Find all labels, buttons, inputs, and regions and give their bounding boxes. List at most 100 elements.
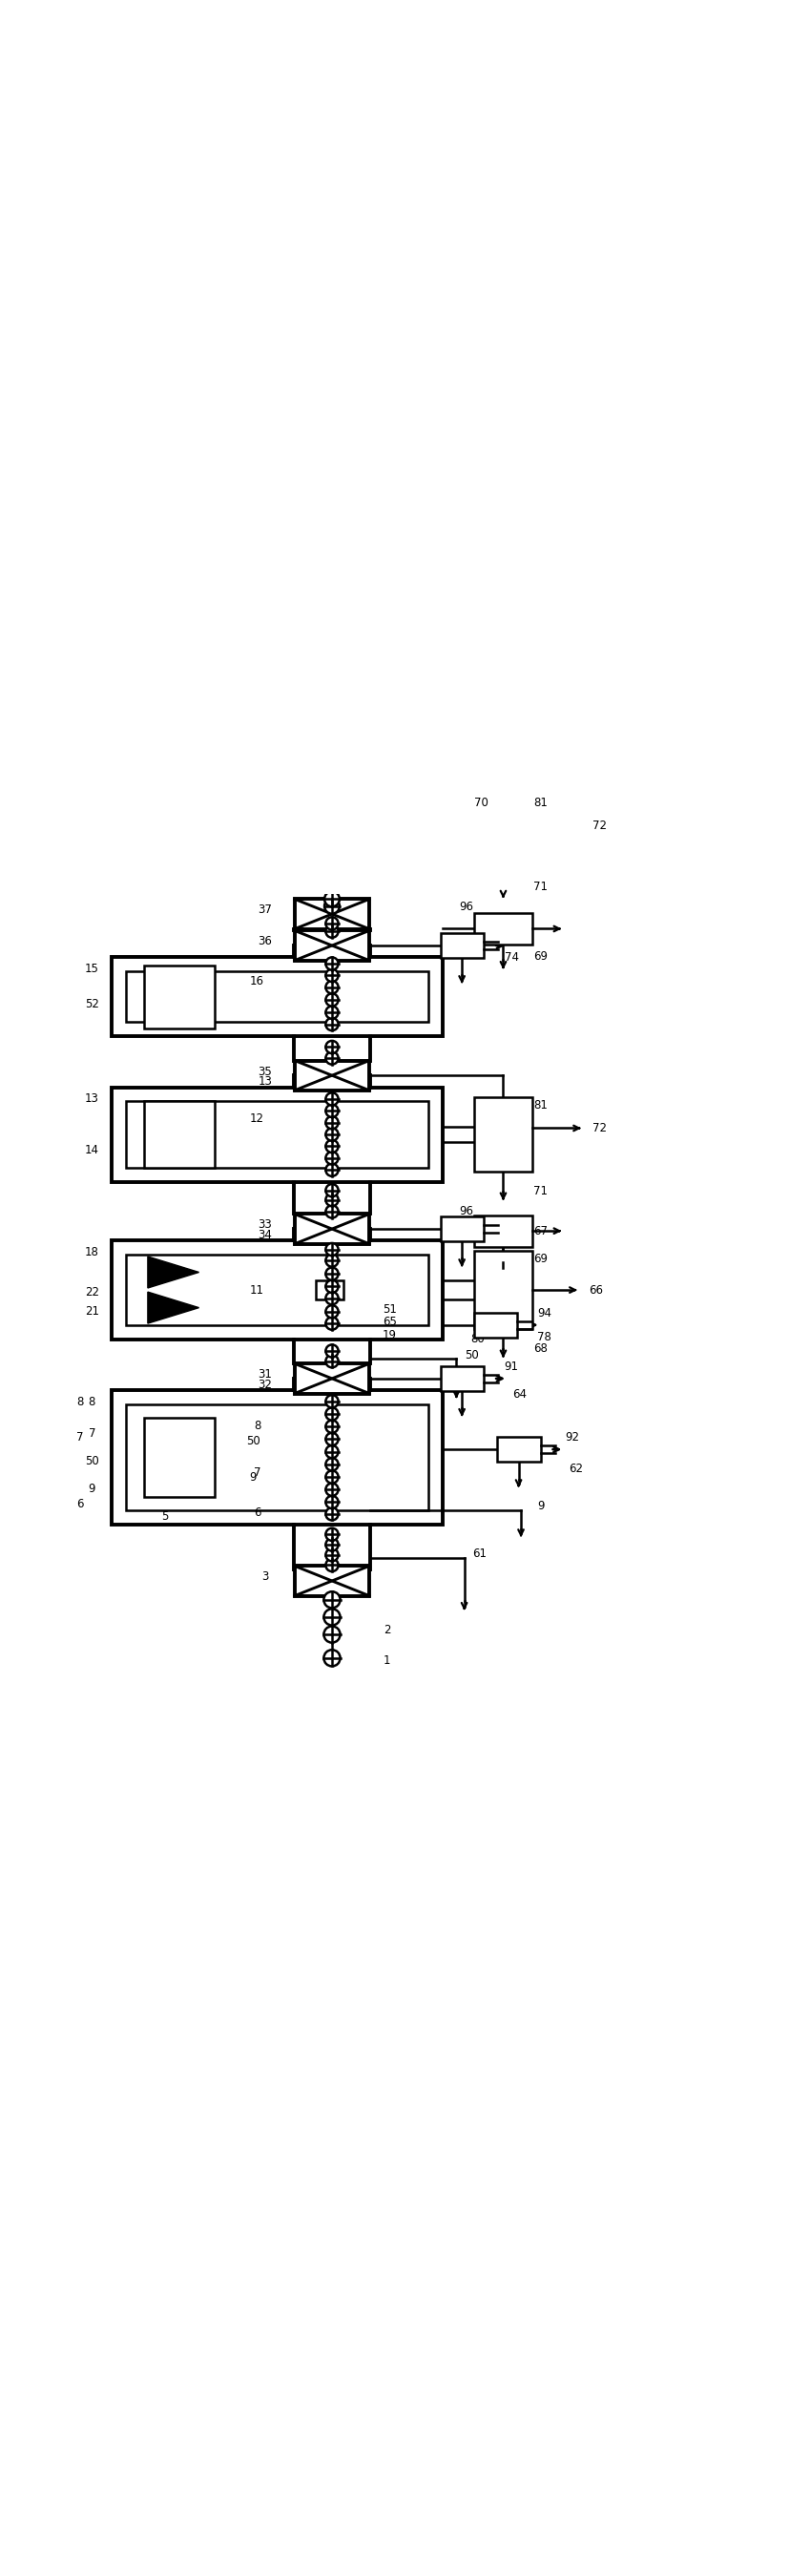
- Bar: [111, 1391, 442, 1525]
- Bar: [125, 971, 428, 1023]
- Text: 11: 11: [250, 1283, 264, 1296]
- Text: 9: 9: [249, 1471, 256, 1484]
- Circle shape: [325, 1558, 338, 1571]
- Circle shape: [325, 1105, 338, 1118]
- Text: 34: 34: [258, 1229, 272, 1242]
- Bar: [473, 1216, 532, 1247]
- Circle shape: [325, 1548, 338, 1561]
- Bar: [473, 796, 532, 871]
- Circle shape: [325, 981, 338, 994]
- Circle shape: [325, 1316, 338, 1329]
- Bar: [294, 1566, 369, 1597]
- Text: 12: 12: [250, 1113, 264, 1126]
- Bar: [111, 958, 442, 1036]
- Text: 8: 8: [253, 1419, 260, 1432]
- Text: 72: 72: [592, 1123, 606, 1133]
- Circle shape: [323, 1610, 340, 1625]
- Circle shape: [325, 1051, 338, 1064]
- Circle shape: [325, 1406, 338, 1419]
- Bar: [111, 1242, 442, 1340]
- Bar: [294, 899, 369, 930]
- Bar: [294, 1061, 369, 1090]
- Text: 7: 7: [88, 1427, 95, 1440]
- Circle shape: [325, 1193, 338, 1206]
- Text: 70: 70: [474, 796, 488, 809]
- Circle shape: [325, 1458, 338, 1471]
- Circle shape: [324, 899, 339, 914]
- Circle shape: [325, 958, 338, 971]
- Text: 65: 65: [382, 1316, 396, 1329]
- Circle shape: [323, 1649, 340, 1667]
- Text: 19: 19: [382, 1329, 396, 1342]
- Text: 14: 14: [84, 1144, 99, 1157]
- Text: 6: 6: [77, 1499, 84, 1510]
- Text: 1: 1: [383, 1654, 391, 1667]
- Text: 2: 2: [383, 1625, 391, 1636]
- Bar: [497, 1437, 540, 1463]
- Bar: [125, 1103, 428, 1167]
- Text: 7: 7: [77, 1432, 84, 1443]
- Circle shape: [325, 1255, 338, 1267]
- Circle shape: [325, 1267, 338, 1280]
- Circle shape: [325, 1484, 338, 1497]
- Text: 81: 81: [533, 1100, 547, 1110]
- Circle shape: [323, 1592, 340, 1607]
- Text: 71: 71: [533, 881, 547, 894]
- Text: 16: 16: [250, 974, 264, 987]
- Text: 50: 50: [465, 1350, 479, 1363]
- Circle shape: [325, 1345, 338, 1358]
- Text: 96: 96: [458, 1206, 473, 1218]
- Circle shape: [325, 1128, 338, 1141]
- Bar: [473, 1097, 532, 1172]
- Circle shape: [325, 1185, 338, 1198]
- Bar: [316, 1280, 343, 1298]
- Bar: [111, 1087, 442, 1182]
- Text: 9: 9: [537, 1499, 544, 1512]
- Text: 74: 74: [503, 951, 518, 963]
- Text: 69: 69: [533, 1252, 547, 1265]
- Text: 18: 18: [84, 1247, 99, 1260]
- Circle shape: [325, 1164, 338, 1177]
- Text: 5: 5: [162, 1510, 168, 1522]
- Circle shape: [325, 1497, 338, 1510]
- Text: 95: 95: [504, 1216, 518, 1229]
- Text: 3: 3: [261, 1571, 268, 1584]
- Circle shape: [325, 1092, 338, 1105]
- Text: 8: 8: [77, 1396, 84, 1409]
- Circle shape: [325, 1041, 338, 1054]
- Circle shape: [325, 1141, 338, 1151]
- Circle shape: [325, 1419, 338, 1432]
- Circle shape: [325, 1206, 338, 1218]
- Circle shape: [325, 1445, 338, 1458]
- Bar: [473, 1249, 532, 1329]
- Bar: [125, 1255, 428, 1324]
- Circle shape: [325, 1306, 338, 1319]
- Bar: [144, 966, 215, 1028]
- Bar: [440, 1365, 484, 1391]
- Text: 50: 50: [246, 1435, 260, 1448]
- Text: 6: 6: [253, 1507, 260, 1520]
- Text: 13: 13: [84, 1092, 99, 1105]
- Circle shape: [325, 1018, 338, 1030]
- Bar: [294, 1363, 369, 1394]
- Text: 22: 22: [84, 1285, 99, 1298]
- Circle shape: [323, 1625, 340, 1643]
- Circle shape: [325, 1007, 338, 1018]
- Circle shape: [325, 1432, 338, 1445]
- Text: 71: 71: [533, 1185, 547, 1198]
- Text: 91: 91: [503, 1360, 518, 1373]
- Circle shape: [325, 1151, 338, 1164]
- Text: 35: 35: [258, 1066, 271, 1077]
- Bar: [440, 933, 484, 958]
- Circle shape: [325, 1507, 338, 1520]
- Circle shape: [325, 969, 338, 981]
- Text: 31: 31: [258, 1368, 272, 1381]
- Bar: [125, 1404, 428, 1510]
- Circle shape: [325, 1115, 338, 1128]
- Text: 37: 37: [258, 904, 272, 917]
- Text: 72: 72: [592, 819, 606, 832]
- Circle shape: [325, 1355, 338, 1368]
- Text: 64: 64: [511, 1388, 526, 1401]
- Bar: [144, 1100, 215, 1167]
- Circle shape: [325, 1280, 338, 1293]
